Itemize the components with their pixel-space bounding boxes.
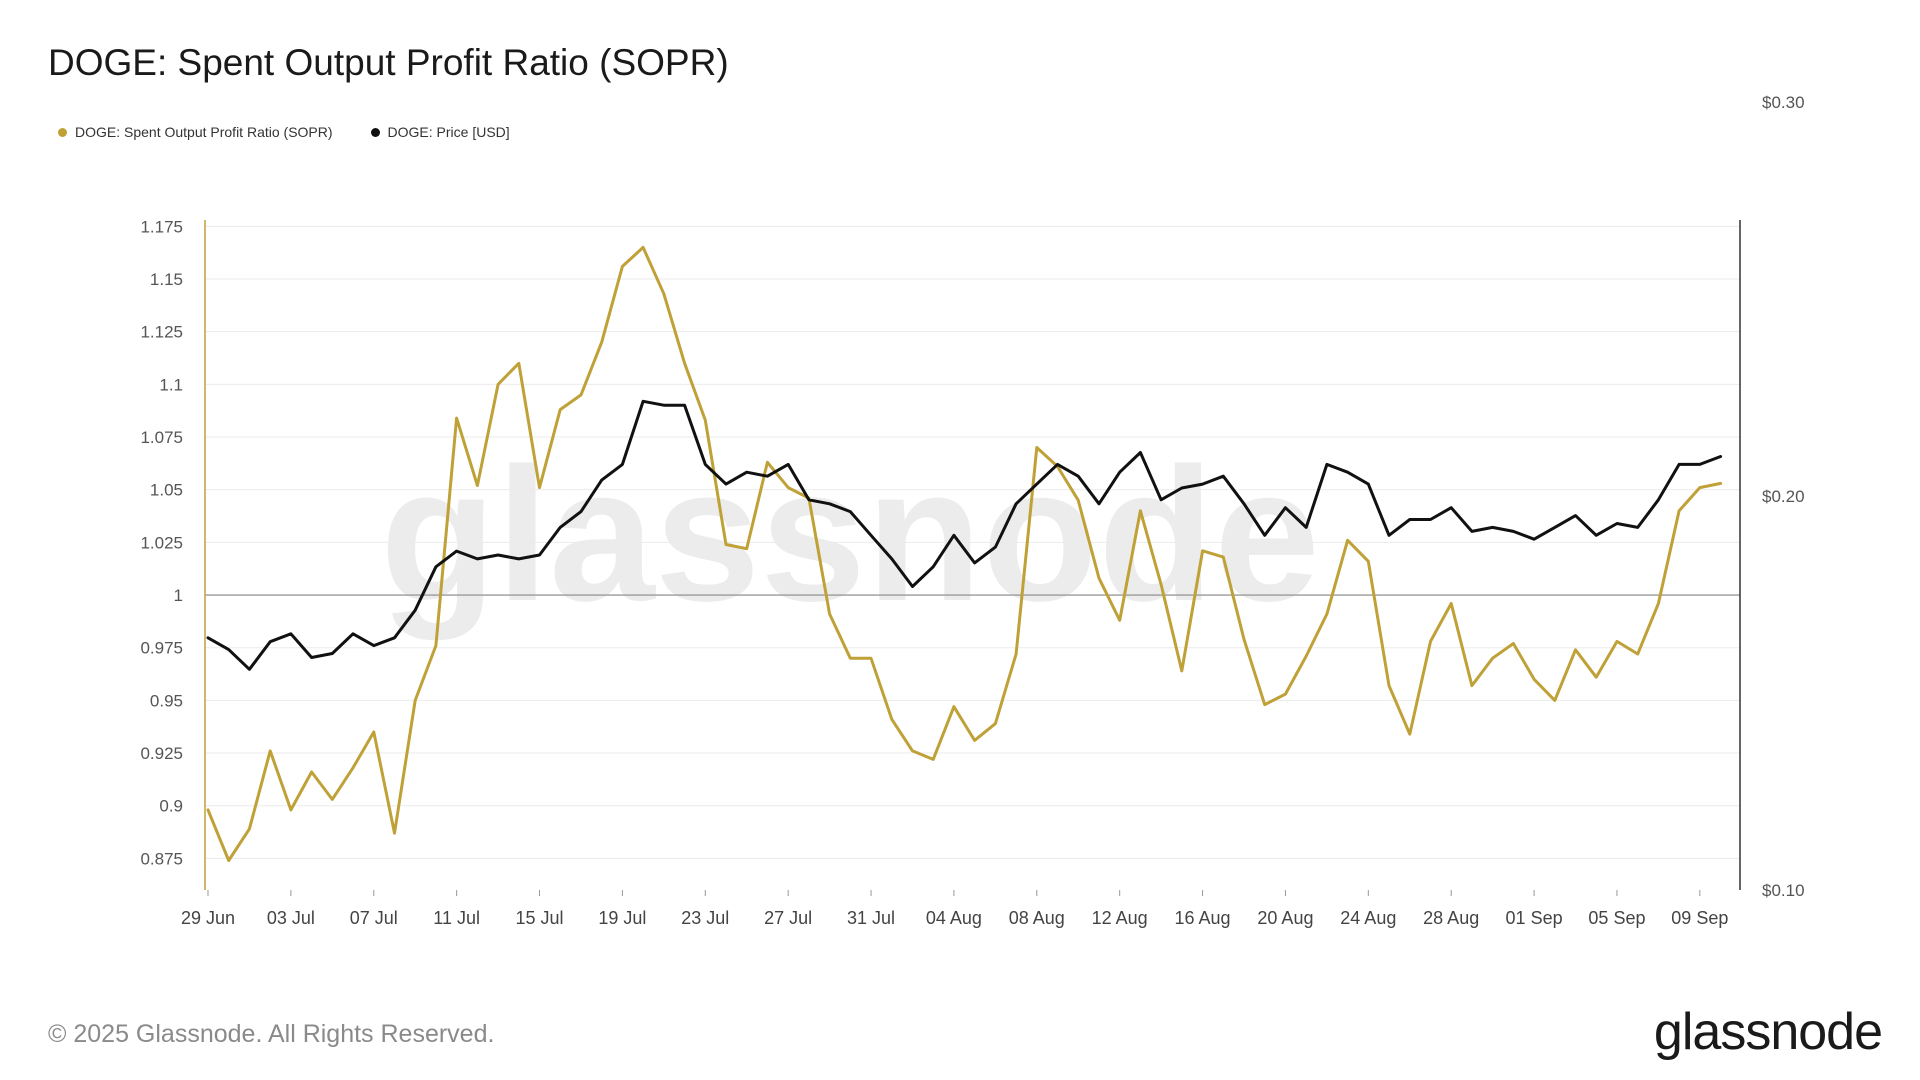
x-tick-label: 04 Aug — [926, 908, 982, 928]
y-left-tick-label: 1.15 — [150, 270, 183, 289]
chart-legend: DOGE: Spent Output Profit Ratio (SOPR) D… — [58, 124, 510, 140]
legend-label-price: DOGE: Price [USD] — [387, 124, 510, 140]
x-tick-label: 08 Aug — [1009, 908, 1065, 928]
legend-item-price[interactable]: DOGE: Price [USD] — [370, 124, 510, 140]
y-left-tick-label: 0.9 — [159, 797, 183, 816]
legend-item-sopr[interactable]: DOGE: Spent Output Profit Ratio (SOPR) — [58, 124, 333, 140]
y-left-tick-label: 0.95 — [150, 691, 183, 710]
y-right-tick-label: $0.20 — [1762, 487, 1805, 506]
y-left-tick-label: 0.875 — [140, 849, 183, 868]
x-tick-label: 19 Jul — [598, 908, 646, 928]
sopr-series-line — [206, 245, 1723, 862]
x-tick-label: 31 Jul — [847, 908, 895, 928]
y-left-tick-label: 0.975 — [140, 639, 183, 658]
y-left-tick-label: 0.925 — [140, 744, 183, 763]
x-tick-label: 01 Sep — [1506, 908, 1563, 928]
legend-dot-price — [370, 127, 380, 137]
y-right-tick-label: $0.30 — [1762, 93, 1805, 112]
x-tick-label: 07 Jul — [350, 908, 398, 928]
legend-dot-sopr — [58, 127, 67, 137]
y-left-tick-label: 1.025 — [140, 533, 183, 552]
x-tick-label: 09 Sep — [1671, 908, 1728, 928]
x-tick-label: 20 Aug — [1257, 908, 1313, 928]
y-left-tick-label: 1.075 — [140, 428, 183, 447]
x-tick-label: 03 Jul — [267, 908, 315, 928]
x-tick-label: 28 Aug — [1423, 908, 1479, 928]
x-tick-label: 11 Jul — [433, 908, 480, 928]
x-tick-label: 24 Aug — [1340, 908, 1396, 928]
x-tick-label: 16 Aug — [1175, 908, 1231, 928]
gridlines — [205, 225, 1740, 859]
watermark-text: glassnode — [380, 429, 1320, 641]
x-tick-label: 27 Jul — [764, 908, 812, 928]
y-left-tick-label: 1.1 — [159, 375, 183, 394]
x-tick-label: 29 Jun — [181, 908, 235, 928]
legend-label-sopr: DOGE: Spent Output Profit Ratio (SOPR) — [75, 124, 333, 140]
copyright-text: © 2025 Glassnode. All Rights Reserved. — [48, 1020, 495, 1048]
glassnode-logo: glassnode — [1653, 1003, 1883, 1061]
x-tick-label: 15 Jul — [515, 908, 563, 928]
y-right-tick-label: $0.10 — [1762, 881, 1805, 900]
x-tick-label: 23 Jul — [681, 908, 729, 928]
price-series-line — [206, 399, 1723, 671]
chart-title: DOGE: Spent Output Profit Ratio (SOPR) — [48, 42, 729, 83]
y-left-tick-label: 1.175 — [140, 217, 183, 236]
series-lines — [206, 245, 1723, 862]
y-left-tick-label: 1 — [174, 586, 183, 605]
x-tick-label: 12 Aug — [1092, 908, 1148, 928]
y-left-tick-label: 1.125 — [140, 323, 183, 342]
tick-labels: 0.875 0.9 0.925 0.95 0.975 1 1.025 1.05 1.075 1.1… — [140, 93, 1804, 928]
x-tick-label: 05 Sep — [1588, 908, 1645, 928]
y-left-tick-label: 1.05 — [150, 481, 183, 500]
axes — [204, 220, 1741, 896]
